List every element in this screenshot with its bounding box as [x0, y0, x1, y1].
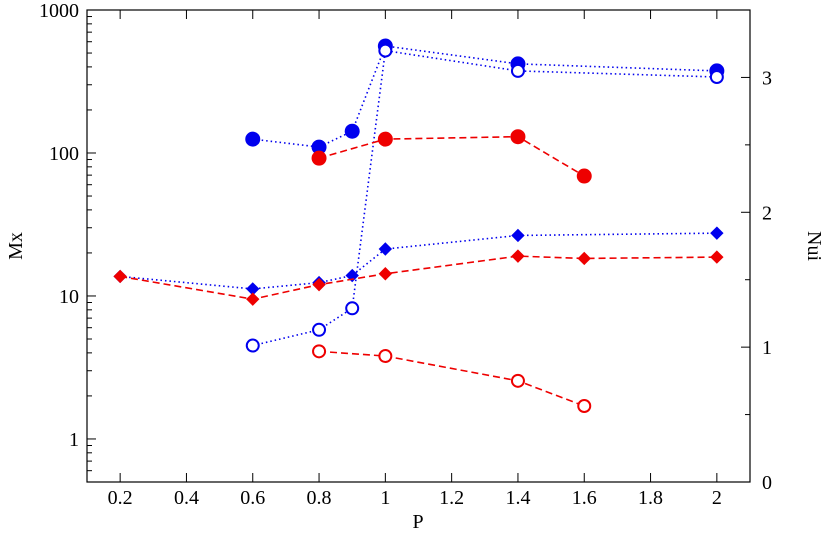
series-3: [312, 344, 592, 414]
y-left-tick-label: 10: [59, 286, 79, 308]
x-tick-label: 0.4: [174, 487, 199, 509]
x-tick-label: 0.8: [307, 487, 332, 509]
ticks-layer: 0.2 0.4 0.6 0.8 1 1.2 1.4 1.6 1.8 2 1 10 100 1000 0 1 2 3: [39, 0, 772, 509]
y-right-tick-label: 1: [762, 337, 772, 359]
data-point-diamond: [345, 268, 359, 283]
series-4: [113, 226, 724, 296]
y-left-tick-label: 1: [69, 429, 79, 451]
data-point-diamond: [312, 277, 326, 292]
y-axis-right-title: Nui: [803, 231, 825, 261]
x-tick-label: 1.6: [572, 487, 597, 509]
y-left-tick-label: 100: [49, 143, 79, 165]
data-point-diamond: [577, 251, 591, 266]
series-line: [318, 135, 585, 177]
data-point-diamond: [378, 267, 393, 281]
data-point-open-circle: [709, 69, 724, 84]
y-axis-left-title: Mx: [5, 232, 27, 260]
data-point-filled-circle: [344, 123, 360, 139]
data-point-filled-circle: [311, 150, 327, 166]
data-point-open-circle: [510, 63, 525, 78]
series-line: [252, 49, 717, 347]
data-point-diamond: [378, 242, 393, 256]
x-axis-title: P: [412, 511, 423, 533]
series-line: [120, 232, 717, 290]
data-point-open-circle: [378, 43, 393, 58]
data-point-open-circle: [510, 373, 525, 388]
data-point-open-circle: [245, 338, 260, 353]
series-line: [318, 350, 585, 407]
x-tick-label: 0.6: [240, 487, 265, 509]
data-point-open-circle: [312, 344, 327, 359]
x-tick-label: 1.2: [439, 487, 464, 509]
data-point-filled-circle: [245, 131, 261, 147]
series-1: [245, 43, 724, 353]
x-tick-label: 0.2: [108, 487, 133, 509]
x-tick-label: 1.8: [638, 487, 663, 509]
data-point-diamond: [710, 226, 724, 240]
data-point-diamond: [511, 228, 525, 243]
data-point-diamond: [246, 292, 260, 306]
data-point-filled-circle: [510, 129, 526, 145]
x-tick-label: 1.4: [505, 487, 530, 509]
plot-frame: [86, 9, 751, 483]
series-2: [311, 129, 592, 184]
series-line: [120, 255, 717, 300]
data-point-diamond: [710, 250, 724, 264]
series-line: [252, 45, 717, 148]
data-point-open-circle: [577, 399, 592, 414]
data-point-open-circle: [345, 301, 360, 316]
series-5: [113, 249, 724, 306]
y-right-tick-label: 3: [762, 67, 772, 89]
data-point-open-circle: [312, 322, 327, 337]
data-point-filled-circle: [576, 168, 592, 184]
data-point-open-circle: [378, 349, 393, 364]
data-point-filled-circle: [377, 131, 393, 147]
y-right-tick-label: 2: [762, 202, 772, 224]
data-point-diamond: [113, 269, 127, 284]
data-point-diamond: [511, 249, 525, 263]
y-left-tick-label: 1000: [39, 0, 79, 22]
x-tick-label: 1: [380, 487, 390, 509]
y-right-tick-label: 0: [762, 472, 772, 494]
x-tick-label: 2: [712, 487, 722, 509]
series-layer: [113, 38, 725, 414]
